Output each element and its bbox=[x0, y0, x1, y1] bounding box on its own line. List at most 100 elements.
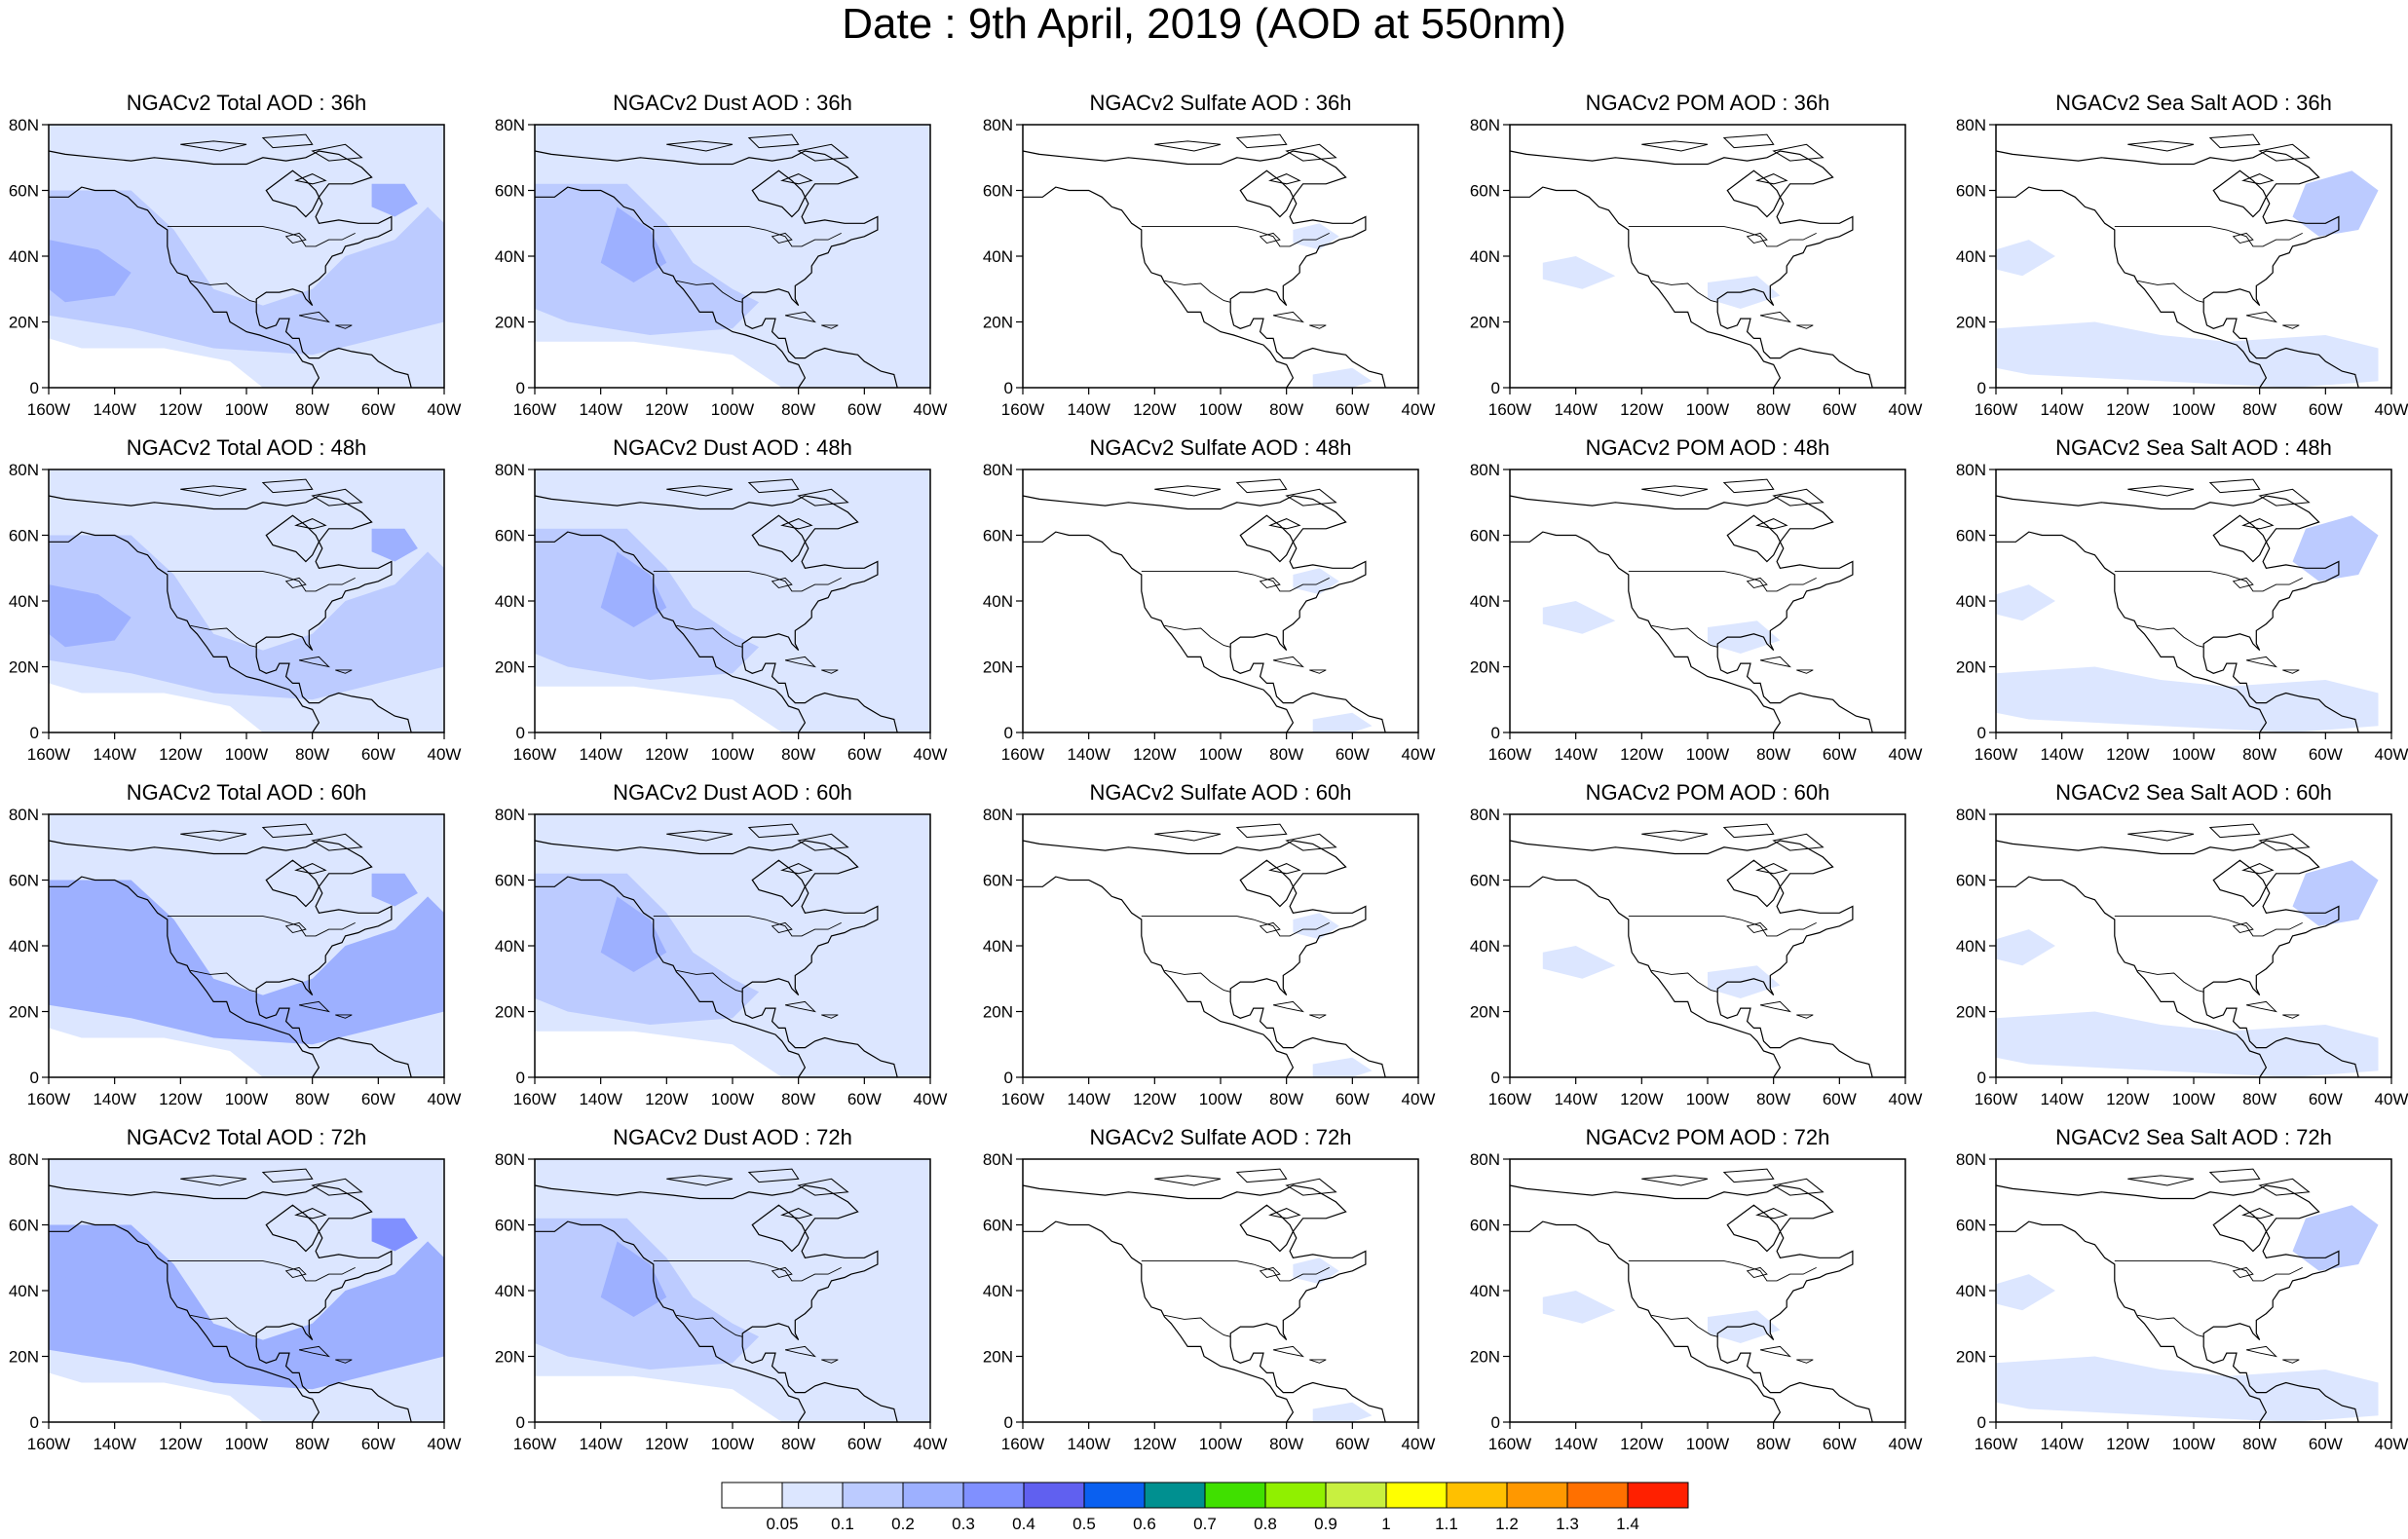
aod-shading bbox=[2292, 860, 2379, 926]
lat-tick-label: 0 bbox=[30, 1069, 39, 1087]
lake-or-island bbox=[1259, 577, 1281, 588]
lon-tick-label: 40W bbox=[2375, 400, 2408, 419]
coastline bbox=[48, 1184, 412, 1423]
coastline-west bbox=[1023, 876, 1295, 1078]
lon-tick-label: 160W bbox=[513, 1435, 556, 1453]
lon-tick-label: 140W bbox=[93, 400, 135, 419]
lake-or-island bbox=[1759, 1000, 1791, 1013]
colorbar: 0.05 0.1 0.2 0.3 0.4 0.5 0.6 0.7 0.8 0.9 1 1.1 1.2 1.… bbox=[721, 1482, 1689, 1533]
aod-shading bbox=[1293, 1257, 1339, 1285]
lon-tick-label: 40W bbox=[2375, 1090, 2408, 1108]
colorbar-label: 1.4 bbox=[1616, 1515, 1639, 1533]
lon-tick-label: 40W bbox=[428, 745, 462, 764]
colorbar-label: 1.1 bbox=[1435, 1515, 1458, 1533]
map-background bbox=[1510, 1159, 1905, 1422]
lake-or-island bbox=[771, 232, 793, 244]
lat-tick-label: 20N bbox=[983, 658, 1013, 677]
panel-title: NGACv2 POM AOD : 60h bbox=[1585, 780, 1830, 805]
lon-tick-label: 60W bbox=[1823, 745, 1857, 764]
lon-tick-label: 140W bbox=[1067, 1090, 1110, 1108]
coastline bbox=[48, 495, 412, 733]
lat-tick-label: 20N bbox=[1470, 658, 1500, 677]
island bbox=[1755, 518, 1788, 530]
aod-shading bbox=[49, 190, 444, 356]
island bbox=[1268, 863, 1301, 875]
lat-tick-label: 20N bbox=[983, 1003, 1013, 1022]
island bbox=[666, 140, 734, 152]
lat-tick-label: 60N bbox=[1470, 182, 1500, 201]
panel-title: NGACv2 Sea Salt AOD : 36h bbox=[2055, 91, 2332, 115]
panel-title: NGACv2 Sulfate AOD : 48h bbox=[1089, 435, 1352, 460]
island bbox=[261, 1168, 314, 1183]
lat-tick-label: 60N bbox=[1470, 1217, 1500, 1235]
lake-or-island bbox=[1746, 921, 1768, 933]
lon-tick-label: 120W bbox=[159, 1435, 202, 1453]
lon-tick-label: 120W bbox=[1620, 400, 1663, 419]
aod-shading bbox=[371, 528, 418, 562]
aod-shading bbox=[49, 1224, 444, 1390]
coastline bbox=[1995, 495, 2359, 733]
lon-tick-label: 120W bbox=[1620, 745, 1663, 764]
lake-or-island bbox=[298, 1000, 330, 1013]
island bbox=[747, 1168, 800, 1183]
lat-tick-label: 40N bbox=[983, 592, 1013, 611]
lat-tick-label: 80N bbox=[495, 1150, 525, 1169]
map-panel-sulfate-row3: NGACv2 Sulfate AOD : 60h 160W 140W 120W 100W… bbox=[974, 779, 1467, 1120]
lake-or-island bbox=[298, 656, 330, 668]
lon-tick-label: 140W bbox=[1067, 1435, 1110, 1453]
island bbox=[1285, 488, 1337, 507]
panel-title: NGACv2 Sulfate AOD : 36h bbox=[1089, 91, 1352, 115]
island bbox=[1755, 173, 1788, 185]
map-panel-dust-row3: NGACv2 Dust AOD : 60h 160W 140W 120W 100W 80W… bbox=[486, 779, 979, 1120]
lat-tick-label: 60N bbox=[1470, 527, 1500, 545]
lat-tick-label: 80N bbox=[1470, 116, 1500, 134]
lat-tick-label: 0 bbox=[1004, 379, 1013, 397]
lat-tick-label: 80N bbox=[983, 1150, 1013, 1169]
lon-tick-label: 100W bbox=[225, 400, 268, 419]
border-us-canada bbox=[2114, 1260, 2303, 1282]
lake-or-island bbox=[284, 577, 307, 588]
map-panel-seasalt-row1: NGACv2 Sea Salt AOD : 36h 160W 140W 120W 100… bbox=[1947, 90, 2408, 431]
lat-tick-label: 20N bbox=[9, 1003, 39, 1022]
lake-or-island bbox=[821, 324, 839, 329]
lake-or-island bbox=[2245, 1345, 2277, 1358]
border-us-canada bbox=[1628, 226, 1817, 247]
lat-tick-label: 80N bbox=[9, 806, 39, 824]
lon-tick-label: 160W bbox=[1001, 1435, 1044, 1453]
lon-tick-label: 120W bbox=[2106, 745, 2149, 764]
island bbox=[261, 478, 314, 494]
lake-or-island bbox=[2232, 577, 2254, 588]
coastline-west bbox=[49, 1220, 320, 1423]
lat-tick-label: 60N bbox=[495, 1217, 525, 1235]
coastline-west bbox=[49, 531, 320, 733]
lon-tick-label: 100W bbox=[711, 1435, 754, 1453]
lat-tick-label: 40N bbox=[983, 247, 1013, 266]
island bbox=[780, 863, 813, 875]
lon-tick-label: 80W bbox=[1756, 1435, 1790, 1453]
lon-tick-label: 40W bbox=[914, 1435, 948, 1453]
coastline-west bbox=[1996, 876, 2268, 1078]
lon-tick-label: 140W bbox=[1067, 745, 1110, 764]
aod-shading bbox=[1312, 712, 1373, 732]
aod-shading bbox=[1996, 240, 2055, 277]
lon-tick-label: 80W bbox=[295, 1435, 329, 1453]
lat-tick-label: 80N bbox=[983, 461, 1013, 479]
lon-tick-label: 120W bbox=[1620, 1090, 1663, 1108]
border-us-mexico bbox=[2137, 969, 2204, 993]
lat-tick-label: 80N bbox=[495, 116, 525, 134]
map-plot: 160W 140W 120W 100W 80W 60W 40W 0 20N 40N 60N 80N bbox=[983, 461, 1436, 764]
lat-tick-label: 80N bbox=[1956, 461, 1986, 479]
border-us-canada bbox=[1628, 1260, 1817, 1282]
coastline bbox=[1509, 840, 1873, 1078]
colorbar-label: 0.7 bbox=[1193, 1515, 1217, 1533]
coastline-west bbox=[1023, 186, 1295, 389]
island bbox=[2208, 133, 2261, 149]
map-panel-total-row2: NGACv2 Total AOD : 48h 160W 140W 120W 100W 80… bbox=[0, 434, 493, 775]
lat-tick-label: 0 bbox=[1491, 724, 1500, 742]
colorbar-swatch bbox=[1083, 1482, 1146, 1509]
border-us-mexico bbox=[676, 624, 743, 648]
map-background bbox=[1023, 1159, 1418, 1422]
lon-tick-label: 60W bbox=[361, 1090, 395, 1108]
lat-tick-label: 0 bbox=[516, 1069, 525, 1087]
lake-or-island bbox=[771, 1266, 793, 1278]
